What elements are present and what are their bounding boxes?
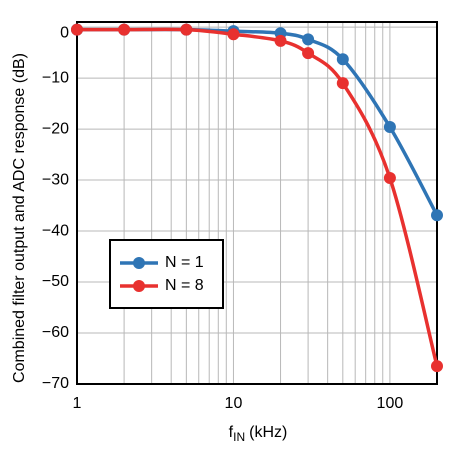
data-point [118,23,131,36]
plot-frame [76,21,438,385]
y-tick-label: 0 [60,24,69,41]
x-tick-label: 100 [377,395,404,412]
x-tick-label: 10 [225,395,243,412]
y-axis-label: Combined filter output and ADC response … [11,53,28,383]
x-label-subscript: IN [233,430,245,444]
x-axis-label: fIN (kHz) [229,424,288,444]
x-label-symbol: f [229,424,234,441]
x-tick-label: 1 [73,395,82,412]
data-point [227,28,240,41]
data-point [383,172,396,185]
y-tick-label: −30 [42,171,69,188]
x-label-unit: (kHz) [249,424,287,441]
data-point [302,47,315,60]
data-point [431,209,443,222]
data-point [180,23,193,36]
data-point [302,33,315,46]
y-tick-label: −40 [42,222,69,239]
data-point [274,34,287,47]
y-tick-label: −70 [42,375,69,392]
y-tick-label: −50 [42,273,69,290]
legend-box [109,239,224,309]
data-point [71,23,83,36]
legend-marker [133,280,145,292]
data-point [431,360,443,373]
legend-label: N = 8 [165,277,204,294]
data-point [336,53,349,66]
legend-marker [133,257,145,269]
y-tick-label: −20 [42,120,69,137]
legend-label: N = 1 [165,254,204,271]
y-tick-label: −10 [42,69,69,86]
data-point [336,77,349,90]
data-point [383,121,396,134]
y-tick-label: −60 [42,324,69,341]
